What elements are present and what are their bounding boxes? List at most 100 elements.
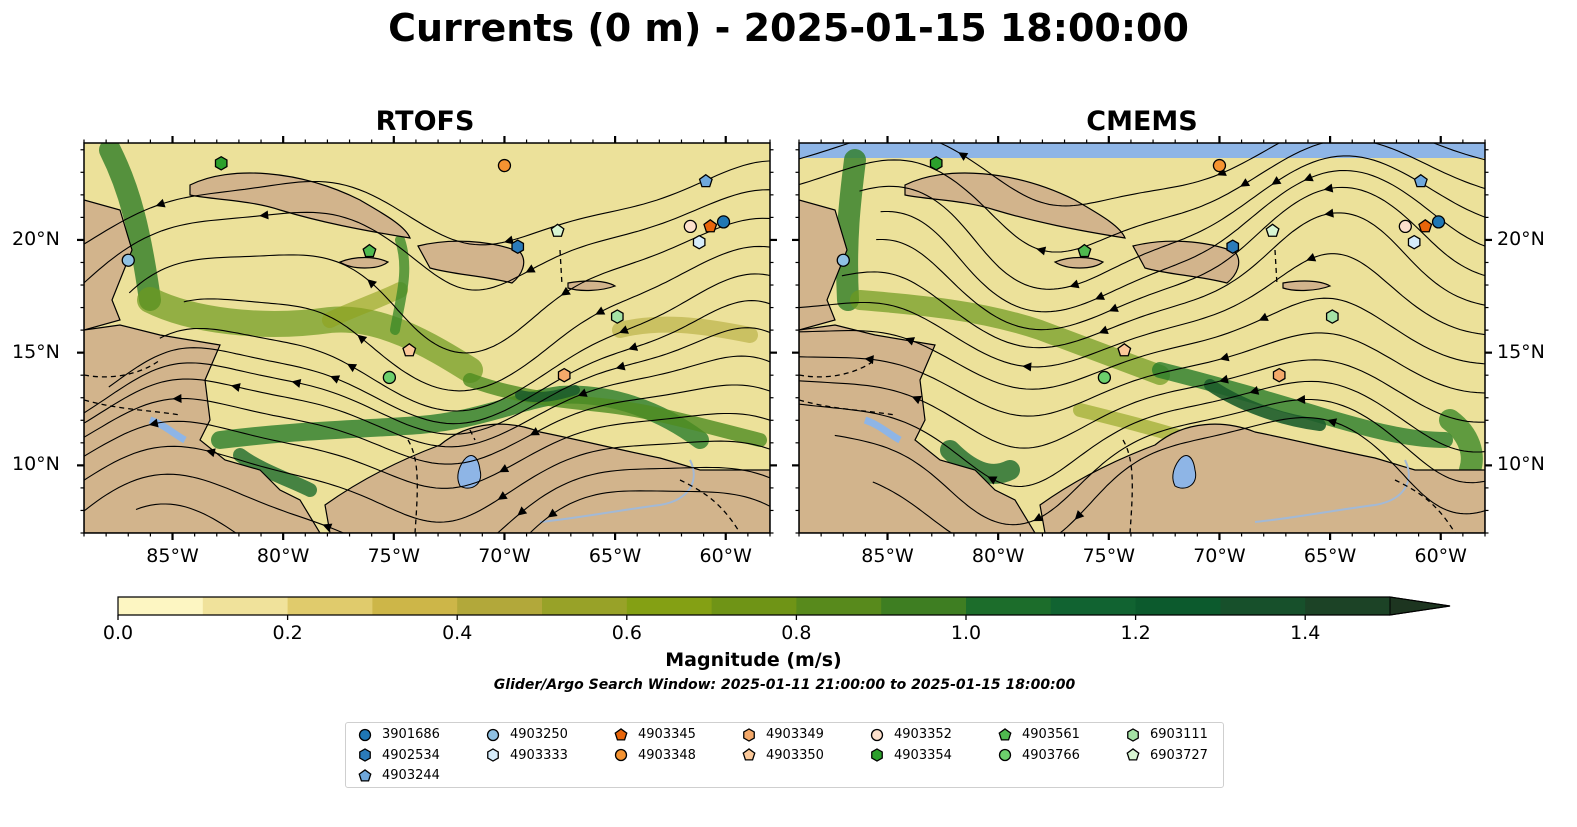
float-marker-4903333	[692, 234, 706, 250]
float-marker-4903354	[214, 155, 228, 171]
streamline	[108, 300, 770, 425]
legend-marker	[358, 768, 372, 782]
streamline	[872, 417, 1485, 533]
float-marker-4903350	[402, 342, 417, 357]
legend-marker-icon	[1126, 748, 1140, 761]
legend-marker	[870, 728, 884, 741]
float-marker-4903345	[703, 219, 718, 233]
colorbar-tick-label: 0.2	[272, 622, 303, 644]
streamline-arrow	[525, 264, 536, 273]
legend-entry: 4903250	[486, 725, 568, 745]
colorbar-extend-arrow	[1389, 596, 1451, 616]
x-tick-label: 85°W	[861, 545, 914, 567]
streamline	[799, 143, 1485, 207]
float-marker-4903348	[497, 158, 512, 173]
legend-label: 4903350	[766, 747, 824, 763]
legend-entry: 6903727	[1126, 746, 1208, 766]
legend-label: 4903250	[510, 727, 568, 742]
legend-entry: 3901686	[358, 725, 440, 745]
streamline-arrow	[911, 395, 922, 405]
streamline-arrow	[1219, 352, 1230, 362]
legend-entry: 4903333	[486, 746, 568, 766]
y-tick-label: 15°N	[12, 340, 60, 363]
streamline-arrow	[615, 361, 626, 371]
streamline-arrow	[1022, 362, 1032, 372]
legend-entry: 4903349	[742, 725, 824, 745]
streamline	[84, 189, 770, 291]
colorbar-label: Magnitude (m/s)	[665, 649, 842, 671]
streamline	[183, 245, 770, 392]
float-marker-4903352	[1398, 219, 1412, 234]
map-panel-rtofs	[84, 143, 770, 533]
streamline-arrow	[346, 363, 358, 373]
colorbar-segment	[1220, 597, 1306, 615]
streamline-arrow	[1216, 167, 1227, 176]
x-tick-label: 60°W	[699, 545, 752, 567]
x-tick-label: 80°W	[256, 545, 310, 567]
streamline	[84, 327, 770, 435]
lake-maracaibo	[457, 455, 482, 489]
streamline-arrow	[322, 523, 333, 532]
legend-marker-icon	[359, 748, 371, 762]
legend-label: 4903345	[638, 727, 696, 742]
streamline-arrow	[1323, 183, 1334, 193]
x-tick-label: 65°W	[1303, 545, 1357, 567]
float-marker-4903348	[1212, 158, 1227, 173]
float-marker-6903111	[610, 309, 624, 324]
streamline-arrow	[504, 235, 514, 245]
legend-marker-icon	[871, 748, 883, 762]
legend-marker	[486, 728, 500, 741]
float-marker-4903354	[929, 155, 943, 171]
streamline	[859, 155, 1485, 290]
colorbar-segment	[626, 597, 713, 615]
legend-label: 4903766	[1022, 747, 1080, 763]
map-panel-cmems	[799, 143, 1485, 533]
colorbar-tick-label: 0.6	[611, 622, 642, 644]
float-marker-6903727	[1265, 223, 1280, 237]
legend-marker	[743, 727, 755, 742]
colorbar-segment	[542, 597, 628, 615]
streamline	[84, 384, 770, 465]
streamline	[84, 466, 770, 533]
legend-marker	[359, 748, 371, 762]
legend-marker-icon	[742, 748, 756, 761]
y-tick-label: 10°N	[1497, 453, 1545, 476]
streamline	[84, 355, 770, 448]
country-borders	[84, 249, 741, 533]
streamline-arrow	[577, 388, 588, 397]
float-marker-4903349	[1272, 367, 1286, 383]
streamline-arrow	[628, 342, 639, 351]
legend-marker	[1127, 727, 1139, 742]
streamline	[128, 217, 770, 354]
figure-title: Currents (0 m) - 2025-01-15 18:00:00	[388, 6, 1189, 50]
streamline	[876, 186, 1485, 331]
colorbar-tick-label: 0.0	[102, 622, 134, 644]
legend-marker-icon	[1127, 727, 1139, 742]
map-frame-rtofs	[83, 142, 771, 534]
float-marker-6903727	[550, 223, 565, 237]
streamlines	[84, 160, 770, 533]
streamline-arrow	[1327, 418, 1338, 428]
legend-marker	[998, 727, 1012, 741]
streamline-arrow	[1219, 374, 1229, 384]
float-marker-4903250	[836, 253, 850, 267]
legend-marker-icon	[486, 728, 500, 741]
streamline-arrow	[1324, 208, 1334, 218]
streamline-arrow	[517, 506, 528, 516]
legend-entry: 4903348	[614, 746, 696, 766]
legend-marker-icon	[998, 727, 1012, 741]
streamline	[799, 297, 1485, 390]
legend-label: 6903727	[1150, 747, 1208, 763]
streamline-arrow	[1074, 510, 1085, 520]
streamline-arrow	[291, 379, 302, 388]
legend-label: 4902534	[382, 747, 440, 763]
streamline-arrow	[560, 286, 571, 296]
legend-marker	[614, 727, 628, 741]
streamline-arrow	[148, 418, 159, 428]
float-marker-4903250	[121, 253, 135, 267]
float-marker-4903244	[698, 173, 713, 188]
streamline-arrow	[230, 383, 241, 392]
streamline	[159, 273, 770, 412]
float-marker-4903352	[683, 219, 697, 234]
